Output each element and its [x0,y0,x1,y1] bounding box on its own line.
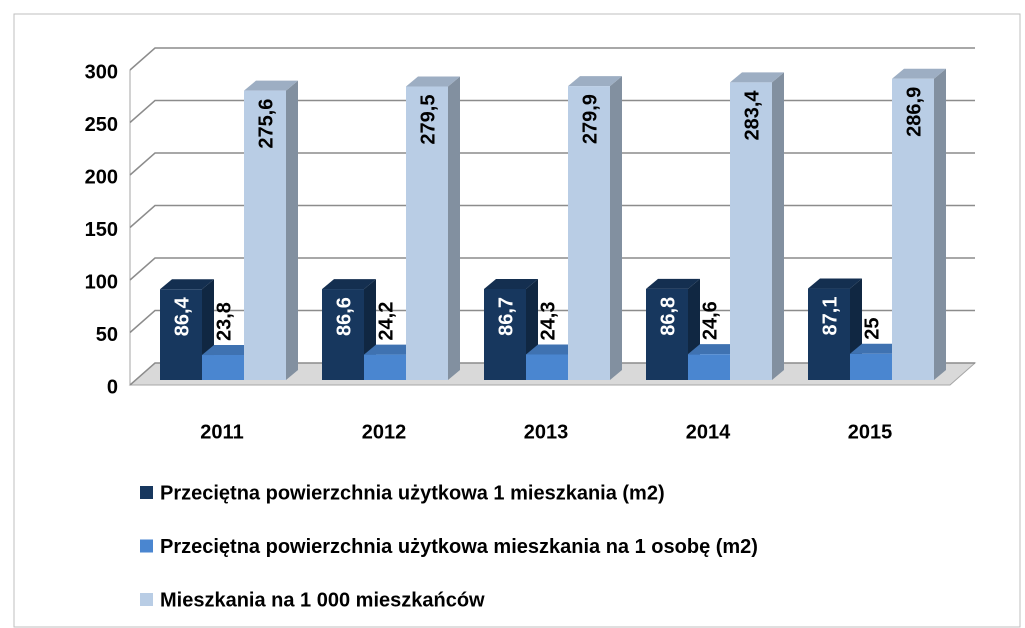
grid-line [129,204,975,229]
bar-top [850,343,904,354]
value-label: 86,4 [171,296,193,336]
value-label: 283,4 [741,90,763,141]
bar-front [646,288,688,380]
y-tick-label: 150 [85,219,118,241]
value-label: 24,3 [537,302,559,341]
legend-swatch [140,593,153,606]
value-label: 86,7 [495,297,517,336]
bar-side [448,76,460,381]
grid-line [129,99,975,124]
grid-line [129,152,975,176]
value-label: 87,1 [819,297,841,336]
x-tick-label: 2013 [524,421,569,443]
bar-front [850,353,892,380]
bar-top [730,72,784,83]
bar [406,76,460,381]
y-tick-label: 300 [85,61,118,83]
bar-side [772,72,784,381]
value-label: 25 [861,318,883,340]
bar [646,278,700,380]
grid-line [129,257,975,281]
bar-front [484,288,526,380]
x-tick-label: 2012 [362,421,407,443]
bar-top [244,80,298,91]
bar-top [202,345,256,356]
value-label: 279,5 [417,95,439,145]
bar-side [934,68,946,380]
y-tick-label: 100 [85,271,118,293]
y-tick-label: 0 [107,376,118,398]
value-label: 24,2 [375,302,397,341]
bar-front [322,289,364,380]
bar-front [526,354,568,380]
y-tick-label: 250 [85,114,118,136]
bar-front [568,86,610,380]
x-tick-label: 2014 [686,421,731,443]
bar-top [808,278,862,289]
bar-side [286,80,298,381]
value-label: 286,9 [903,87,925,137]
y-tick-label: 50 [96,324,118,346]
value-label: 275,6 [255,99,277,149]
bar-top [892,68,946,79]
bar [892,68,946,380]
y-tick-label: 200 [85,166,118,188]
x-tick-label: 2011 [200,421,243,443]
bar-top [160,279,214,290]
bar-top [406,76,460,87]
grid-line [129,309,975,334]
legend-label: Przeciętna powierzchnia użytkowa mieszka… [160,536,758,558]
bar [364,344,418,380]
bar-top [568,76,622,87]
bar-top [646,278,700,289]
bar [730,72,784,381]
bar-front [160,289,202,380]
value-label: 23,8 [213,302,235,341]
bar [808,278,862,380]
legend-label: Mieszkania na 1 000 mieszkańców [160,589,485,611]
bar-front [406,86,448,381]
bar-front [244,90,286,381]
bar [244,80,298,381]
bar-top [526,344,580,355]
bar-front [808,288,850,380]
bar-front [892,78,934,380]
bar-front [688,354,730,380]
value-label: 279,9 [579,94,601,144]
bar-front [730,82,772,381]
bar [322,279,376,380]
bar-top [364,344,418,355]
bar-front [202,355,244,380]
value-label: 24,6 [699,301,721,340]
bar-top [322,279,376,290]
bar [568,76,622,380]
x-tick-label: 2015 [848,421,893,443]
bar-top [688,344,742,355]
grid-line [129,47,975,71]
value-label: 86,6 [333,297,355,336]
legend-swatch [140,486,153,499]
bar-side [610,76,622,380]
value-label: 86,8 [657,297,679,336]
bar-top [484,278,538,289]
bar-front [364,354,406,380]
legend-label: Przeciętna powierzchnia użytkowa 1 miesz… [160,482,665,504]
legend-swatch [140,539,153,553]
